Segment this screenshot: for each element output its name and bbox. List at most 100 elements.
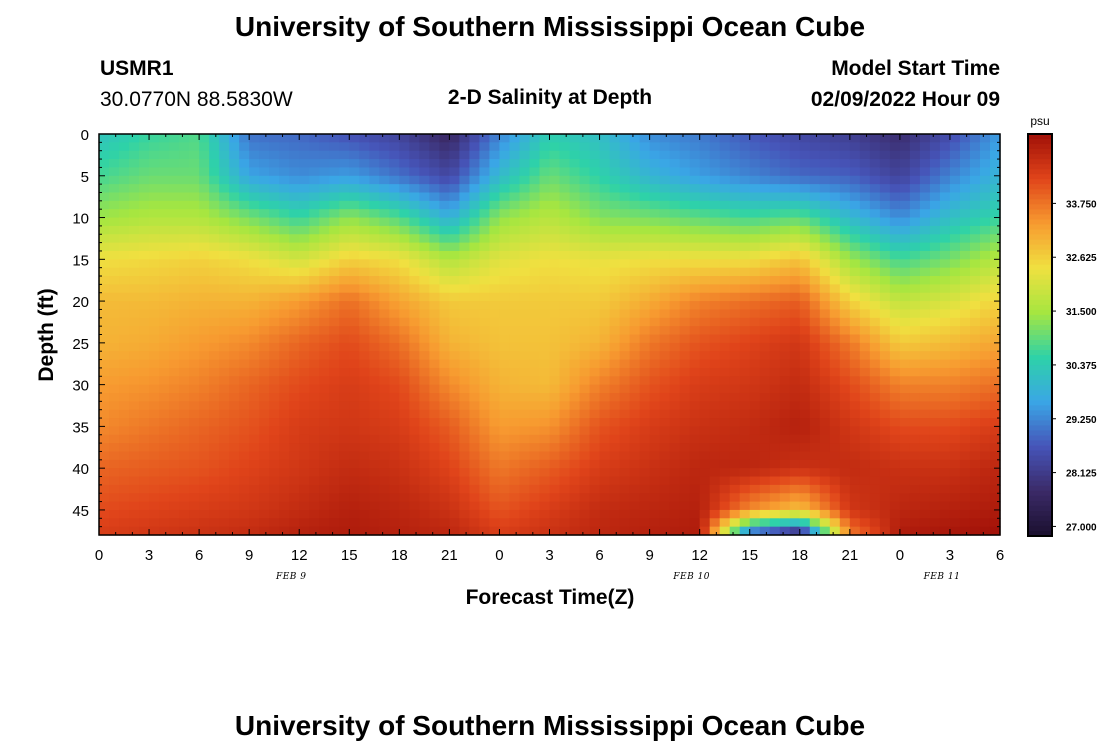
heatmap-cell: [199, 167, 210, 177]
heatmap-cell: [449, 376, 460, 386]
heatmap-cell: [359, 451, 370, 461]
heatmap-cell: [679, 184, 691, 194]
heatmap-cell: [349, 225, 360, 235]
heatmap-cell: [989, 342, 1001, 352]
heatmap-cell: [189, 150, 200, 160]
heatmap-cell: [539, 418, 551, 427]
heatmap-cell: [439, 334, 450, 344]
heatmap-cell: [649, 250, 661, 260]
heatmap-cell: [219, 259, 230, 269]
heatmap-cell: [759, 501, 771, 511]
heatmap-cell: [279, 309, 290, 319]
heatmap-cell: [849, 367, 861, 377]
heatmap-cell: [649, 159, 661, 169]
heatmap-cell: [259, 184, 270, 194]
colorbar-segment: [1028, 154, 1052, 160]
heatmap-cell: [859, 351, 871, 361]
heatmap-cell: [619, 184, 631, 194]
heatmap-cell: [499, 175, 511, 185]
heatmap-cell: [519, 434, 531, 444]
heatmap-cell: [589, 501, 601, 511]
heatmap-cell: [929, 317, 941, 327]
heatmap-cell: [159, 418, 170, 427]
heatmap-cell: [779, 434, 791, 444]
heatmap-cell: [439, 250, 450, 260]
heatmap-cell: [179, 167, 190, 177]
heatmap-cell: [419, 493, 430, 503]
heatmap-cell: [639, 476, 651, 486]
heatmap-cell: [949, 334, 961, 344]
heatmap-cell: [729, 309, 741, 319]
heatmap-cell: [219, 384, 230, 394]
heatmap-cell: [899, 409, 911, 419]
heatmap-cell: [909, 509, 921, 519]
heatmap-cell: [509, 501, 521, 511]
heatmap-cell: [159, 434, 170, 444]
heatmap-cell: [469, 142, 481, 152]
heatmap-cell: [309, 326, 320, 336]
heatmap-cell: [859, 359, 871, 369]
heatmap-cell: [449, 267, 460, 277]
heatmap-cell: [239, 159, 250, 169]
heatmap-cell: [229, 209, 240, 219]
heatmap-cell: [379, 459, 390, 469]
heatmap-cell: [99, 184, 110, 194]
heatmap-cell: [729, 301, 741, 311]
heatmap-cell: [249, 276, 260, 285]
heatmap-cell: [519, 234, 531, 244]
heatmap-cell: [319, 276, 330, 285]
heatmap-cell: [909, 342, 921, 352]
heatmap-cell: [599, 259, 611, 269]
heatmap-cell: [279, 217, 290, 227]
heatmap-cell: [839, 276, 851, 285]
heatmap-cell: [729, 250, 741, 260]
heatmap-cell: [739, 225, 751, 235]
heatmap-cell: [989, 326, 1001, 336]
heatmap-cell: [529, 150, 541, 160]
heatmap-cell: [589, 242, 601, 252]
heatmap-cell: [909, 301, 921, 311]
heatmap-cell: [509, 459, 521, 469]
heatmap-cell: [479, 468, 491, 478]
heatmap-cell: [429, 267, 440, 277]
heatmap-cell: [519, 317, 531, 327]
heatmap-cell: [659, 509, 671, 519]
heatmap-cell: [179, 476, 190, 486]
heatmap-cell: [679, 234, 691, 244]
heatmap-cell: [989, 468, 1001, 478]
heatmap-cell: [679, 159, 691, 169]
heatmap-cell: [379, 501, 390, 511]
heatmap-cell: [979, 418, 991, 427]
heatmap-cell: [309, 459, 320, 469]
heatmap-cell: [919, 292, 931, 302]
heatmap-cell: [939, 225, 951, 235]
heatmap-cell: [859, 392, 871, 402]
heatmap-cell: [719, 200, 731, 210]
heatmap-cell: [879, 443, 891, 453]
heatmap-cell: [209, 159, 220, 169]
heatmap-cell: [629, 234, 641, 244]
heatmap-cell: [739, 309, 751, 319]
heatmap-cell: [939, 401, 951, 411]
heatmap-cell: [869, 476, 881, 486]
heatmap-cell: [589, 493, 601, 503]
heatmap-cell: [539, 392, 551, 402]
heatmap-cell: [109, 276, 120, 285]
heatmap-cell: [589, 250, 601, 260]
heatmap-cell: [989, 317, 1001, 327]
heatmap-cell: [699, 217, 711, 227]
heatmap-cell: [919, 459, 931, 469]
heatmap-cell: [529, 209, 541, 219]
heatmap-cell: [159, 401, 170, 411]
heatmap-cell: [589, 434, 601, 444]
heatmap-cell: [269, 242, 280, 252]
heatmap-cell: [329, 234, 340, 244]
heatmap-cell: [949, 484, 961, 494]
heatmap-cell: [479, 401, 491, 411]
heatmap-cell: [339, 351, 350, 361]
heatmap-cell: [539, 217, 551, 227]
heatmap-cell: [559, 367, 571, 377]
heatmap-cell: [399, 276, 410, 285]
heatmap-cell: [329, 376, 340, 386]
heatmap-cell: [129, 451, 140, 461]
